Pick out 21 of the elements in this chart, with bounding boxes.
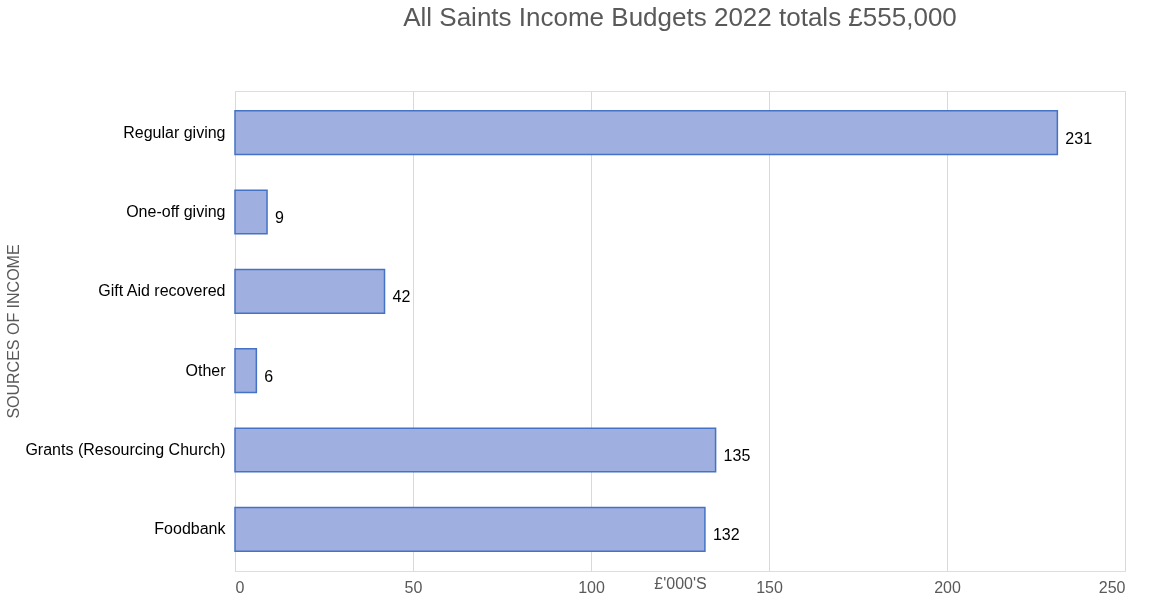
data-label: 231 <box>1065 129 1093 147</box>
data-label: 132 <box>712 526 740 544</box>
y-axis-title: SOURCES OF INCOME <box>4 244 22 419</box>
data-label: 42 <box>392 288 411 306</box>
y-tick-label: Foodbank <box>154 520 227 538</box>
x-tick-label: 200 <box>934 578 961 596</box>
x-axis-title: £'000'S <box>654 574 707 592</box>
x-tick-label: 0 <box>235 578 245 596</box>
y-tick-label: Gift Aid recovered <box>98 282 226 300</box>
x-tick-label: 100 <box>578 578 605 596</box>
data-label: 9 <box>275 208 285 226</box>
data-label: 6 <box>264 367 274 385</box>
y-tick-label: Other <box>185 361 227 379</box>
chart-title: All Saints Income Budgets 2022 totals £555,000 <box>403 2 957 32</box>
data-label: 135 <box>723 447 751 465</box>
y-tick-label: Grants (Resourcing Church) <box>25 441 226 459</box>
x-tick-label: 50 <box>404 578 423 596</box>
y-tick-label: Regular giving <box>123 123 226 141</box>
x-tick-label: 250 <box>1098 578 1126 596</box>
y-tick-label: One-off giving <box>126 202 226 220</box>
x-tick-label: 150 <box>756 578 783 596</box>
